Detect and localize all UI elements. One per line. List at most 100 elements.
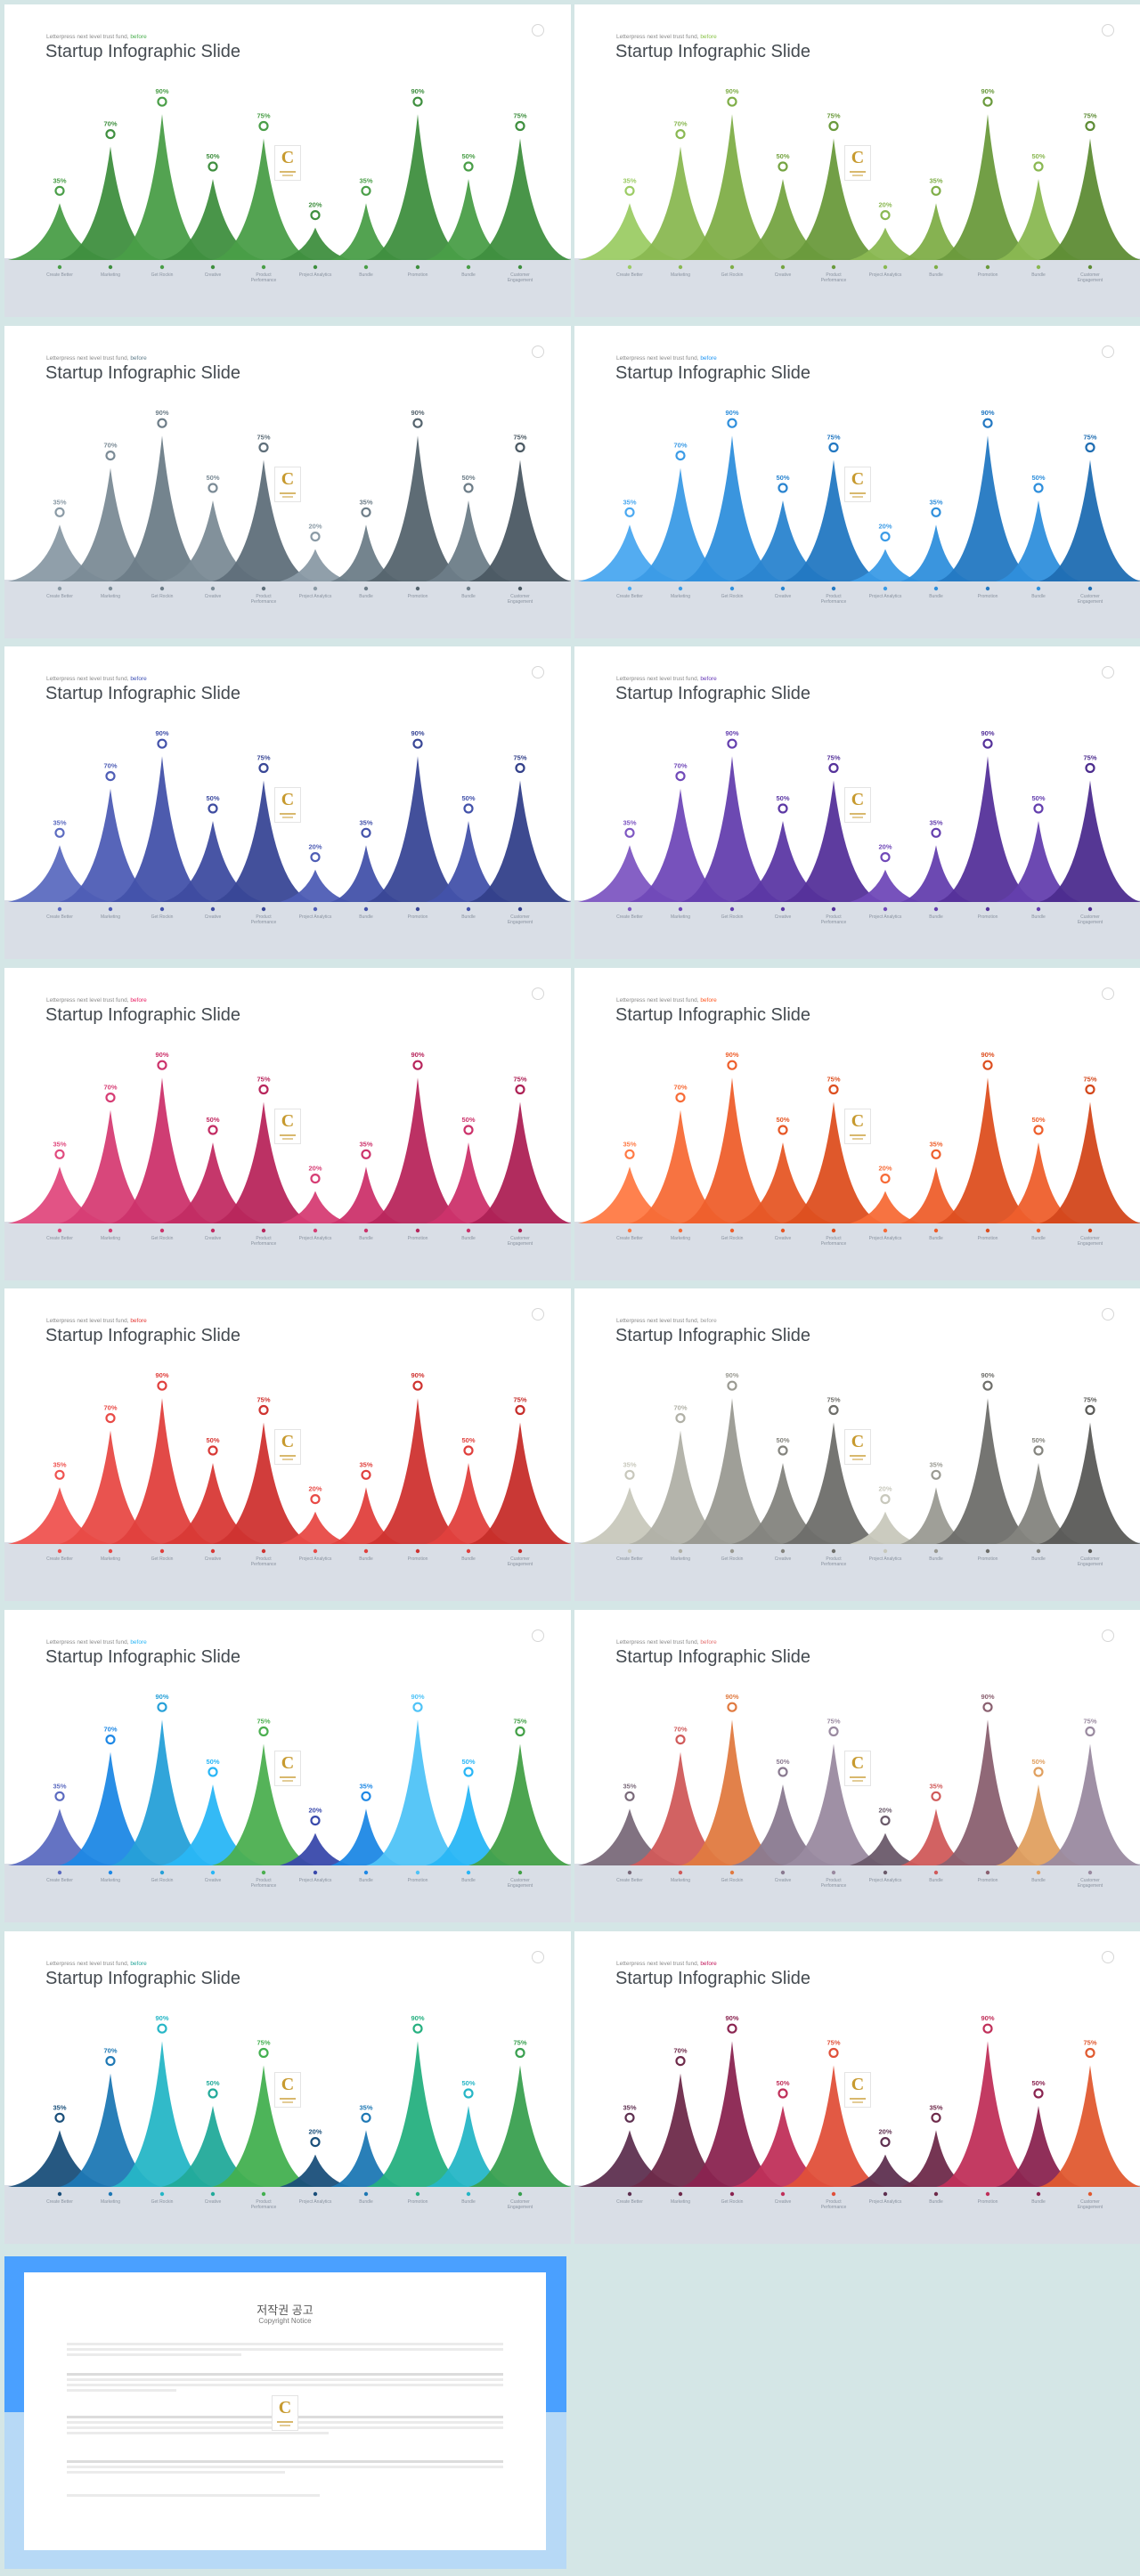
category-label-4: Creative [204, 594, 222, 599]
axis-dot-4 [780, 2191, 786, 2197]
bottom-band [574, 2185, 1140, 2244]
value-ring-10 [1085, 762, 1095, 774]
peak-8 [366, 114, 469, 260]
peak-6 [280, 1511, 351, 1544]
value-label-10: 75% [513, 1076, 526, 1084]
peak-9 [426, 179, 511, 260]
axis-dot-2 [678, 264, 683, 270]
watermark-logo: C [274, 2072, 301, 2108]
category-label-5: Product Performance [250, 272, 277, 283]
category-label-10: Customer Engagement [507, 1878, 533, 1889]
axis-dot-5 [261, 264, 266, 270]
value-label-10: 75% [513, 754, 526, 762]
category-label-10: Customer Engagement [507, 914, 533, 925]
axis-dot-8 [985, 264, 990, 270]
value-ring-10 [515, 762, 525, 774]
axis-dot-6 [883, 264, 888, 270]
peak-9 [996, 1463, 1081, 1544]
slide-subtitle: Letterpress next level trust fund, befor… [616, 355, 717, 362]
peak-chart: 35% 70% 90% 50% 75% 20% 35% 90% 50% 75% [578, 2014, 1140, 2197]
value-ring-2 [105, 1093, 116, 1103]
category-label-7: Bundle [359, 1556, 373, 1562]
value-ring-8 [412, 1380, 423, 1391]
axis-dot-2 [678, 2191, 683, 2197]
peak-1 [578, 203, 681, 260]
infographic-slide-lime: Letterpress next level trust fund, befor… [574, 4, 1140, 317]
axis-dot-8 [415, 1870, 420, 1875]
slide-subtitle-accent: before [130, 676, 147, 682]
slide-title: Startup Infographic Slide [615, 1326, 811, 1345]
axis-dot-7 [933, 1548, 939, 1554]
peak-7 [330, 203, 402, 260]
value-ring-3 [727, 418, 737, 428]
category-label-5: Product Performance [820, 1556, 847, 1567]
peak-chart: 35% 70% 90% 50% 75% 20% 35% 90% 50% 75% [8, 1371, 571, 1554]
category-label-3: Get Rockin [721, 914, 744, 920]
value-label-5: 75% [256, 1396, 270, 1404]
peak-9 [426, 821, 511, 902]
category-label-1: Create Better [46, 1236, 73, 1241]
watermark-logo: C [274, 1109, 301, 1144]
peak-4 [731, 2106, 835, 2187]
value-label-4: 50% [206, 1758, 219, 1766]
peak-1 [578, 524, 681, 581]
category-label-8: Promotion [977, 1556, 998, 1562]
axis-dot-5 [831, 586, 836, 591]
category-label-10: Customer Engagement [1077, 1878, 1103, 1889]
value-ring-2 [675, 1413, 686, 1424]
axis-dot-9 [466, 2191, 471, 2197]
category-label-5: Product Performance [820, 272, 847, 283]
value-ring-10 [515, 120, 525, 132]
watermark-logo: C [844, 787, 871, 823]
axis-dot-4 [210, 1870, 216, 1875]
slide-subtitle-accent: before [700, 997, 717, 1004]
value-ring-5 [828, 1084, 839, 1095]
slide-subtitle-accent: before [130, 1961, 147, 1967]
watermark-logo: C [844, 1429, 871, 1465]
category-label-2: Marketing [101, 272, 120, 278]
category-label-9: Bundle [1031, 1556, 1046, 1562]
category-label-10: Customer Engagement [507, 1236, 533, 1247]
peak-8 [936, 1719, 1039, 1865]
slide-subtitle: Letterpress next level trust fund, befor… [46, 1639, 147, 1646]
value-label-9: 50% [1031, 474, 1045, 482]
value-label-1: 35% [53, 1460, 66, 1468]
value-label-1: 35% [623, 1460, 636, 1468]
category-label-6: Project Analytics [298, 1556, 332, 1562]
axis-dot-3 [729, 906, 735, 912]
value-ring-4 [778, 1445, 788, 1456]
value-ring-5 [258, 1726, 269, 1737]
value-ring-9 [1033, 161, 1044, 172]
category-label-7: Bundle [359, 272, 373, 278]
axis-dot-10 [1087, 586, 1093, 591]
axis-dot-5 [831, 1870, 836, 1875]
peak-5 [212, 1743, 315, 1865]
peak-7 [900, 845, 972, 902]
peak-1 [8, 845, 111, 902]
category-label-5: Product Performance [250, 594, 277, 605]
axis-dot-8 [415, 586, 420, 591]
slide-subtitle-accent: before [130, 34, 147, 40]
value-label-3: 90% [725, 409, 738, 417]
category-label-4: Creative [774, 1878, 792, 1883]
category-label-3: Get Rockin [721, 1556, 744, 1562]
value-ring-6 [310, 2137, 321, 2148]
slide-title: Startup Infographic Slide [45, 684, 241, 703]
axis-dot-7 [933, 2191, 939, 2197]
value-label-2: 70% [673, 2047, 687, 2055]
category-label-2: Marketing [671, 914, 690, 920]
value-label-9: 50% [461, 474, 475, 482]
slide-subtitle: Letterpress next level trust fund, befor… [46, 1318, 147, 1324]
value-ring-8 [412, 96, 423, 107]
value-label-10: 75% [1083, 1396, 1096, 1404]
axis-dot-4 [780, 1548, 786, 1554]
infographic-slide-teal: Letterpress next level trust fund, befor… [4, 1931, 571, 2244]
axis-dot-10 [517, 1870, 523, 1875]
value-ring-3 [157, 2023, 167, 2034]
value-label-7: 35% [929, 1460, 942, 1468]
infographic-slide-gray: Letterpress next level trust fund, befor… [574, 1288, 1140, 1601]
value-label-6: 20% [308, 1165, 322, 1173]
category-label-9: Bundle [1031, 272, 1046, 278]
value-label-9: 50% [461, 152, 475, 160]
